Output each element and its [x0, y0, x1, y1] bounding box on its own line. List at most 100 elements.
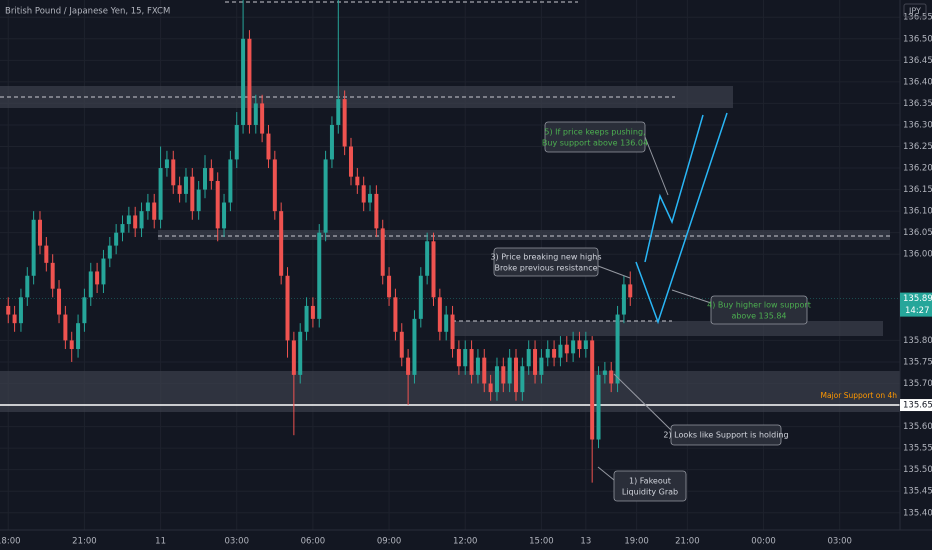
- annotation: 1) Fakeout Liquidity Grab: [613, 470, 687, 502]
- candle-body: [317, 232, 322, 319]
- y-tick-label: 135.700: [903, 379, 932, 389]
- candle-body: [57, 288, 62, 315]
- candle-body: [69, 340, 74, 350]
- candle-body: [488, 383, 493, 393]
- candle-body: [552, 349, 557, 358]
- candle-body: [475, 357, 480, 375]
- x-tick-label: 12:00: [453, 537, 478, 547]
- candle-body: [355, 176, 360, 186]
- candle-body: [50, 262, 55, 289]
- candle-body: [463, 349, 468, 367]
- y-tick-label: 135.500: [903, 465, 932, 475]
- candle-body: [37, 219, 42, 246]
- price-axis: [900, 0, 932, 550]
- candle-body: [539, 357, 544, 375]
- y-tick-label: 136.050: [903, 228, 932, 238]
- candle-body: [336, 99, 341, 125]
- candle-body: [412, 318, 417, 375]
- candle-body: [501, 366, 506, 384]
- candle-body: [615, 314, 620, 384]
- candle-body: [298, 331, 303, 375]
- candle-body: [190, 176, 195, 212]
- y-tick-label: 136.100: [903, 207, 932, 217]
- candle-body: [399, 331, 404, 358]
- connector: [613, 373, 672, 431]
- candle-body: [628, 284, 633, 298]
- candle-body: [203, 168, 208, 190]
- candle-body: [450, 314, 455, 350]
- candle-body: [171, 159, 176, 186]
- candle-body: [583, 340, 588, 350]
- candle-body: [101, 258, 106, 285]
- resistance-zone: [158, 230, 890, 240]
- candle-body: [520, 366, 525, 393]
- y-tick-label: 136.150: [903, 185, 932, 195]
- connector: [644, 136, 669, 196]
- chart-title: British Pound / Japanese Yen, 15, FXCM: [5, 7, 170, 17]
- x-tick-label: 06:00: [301, 537, 326, 547]
- candle-body: [107, 245, 112, 259]
- candle-body: [590, 340, 595, 440]
- currency: JPY: [908, 7, 921, 16]
- candle-body: [88, 271, 93, 298]
- y-tick-label: 135.750: [903, 357, 932, 367]
- projection-path: [644, 114, 704, 263]
- y-tick-label: 135.450: [903, 487, 932, 497]
- y-tick-label: 135.800: [903, 336, 932, 346]
- candle-body: [285, 275, 290, 341]
- x-tick-label: 21:00: [72, 537, 97, 547]
- candle-body: [152, 202, 157, 220]
- candle-body: [222, 202, 227, 229]
- x-tick-label: 09:00: [377, 537, 402, 547]
- candle-body: [25, 275, 30, 298]
- connector: [671, 289, 712, 304]
- price-tag: [900, 292, 932, 317]
- price-tag-label: 135.897: [903, 294, 932, 304]
- candle-body: [196, 189, 201, 212]
- price-tag: [900, 399, 932, 412]
- countdown: 14:27: [905, 306, 930, 316]
- candle-body: [266, 133, 271, 160]
- candle-body: [183, 176, 188, 194]
- candle-body: [164, 159, 169, 169]
- annotation-box: [544, 121, 646, 153]
- y-tick-label: 136.350: [903, 99, 932, 109]
- candle-body: [380, 228, 385, 276]
- candle-body: [304, 305, 309, 332]
- annotation-text: 4) Buy higher low support: [707, 301, 811, 310]
- candle-body: [609, 370, 614, 384]
- candle-body: [368, 193, 373, 203]
- annotation-text: 5) If price keeps pushing,: [544, 128, 645, 137]
- y-tick-label: 136.550: [903, 13, 932, 23]
- annotation-box: [670, 424, 782, 446]
- candle-body: [310, 305, 315, 319]
- candle-body: [393, 297, 398, 332]
- candle-body: [31, 219, 36, 276]
- candle-body: [247, 38, 252, 125]
- candle-body: [12, 314, 17, 324]
- candle-body: [545, 349, 550, 358]
- candle-body: [374, 193, 379, 229]
- candle-body: [507, 357, 512, 384]
- y-tick-label: 136.400: [903, 77, 932, 87]
- candle-body: [234, 124, 239, 160]
- annotation-text: Buy support above 136.04: [542, 139, 648, 148]
- candle-body: [387, 275, 392, 298]
- candle-body: [6, 305, 11, 315]
- candle-body: [76, 323, 81, 350]
- candle-body: [418, 275, 423, 319]
- candle-body: [533, 349, 538, 375]
- candle-body: [469, 349, 474, 375]
- y-tick-label: 135.600: [903, 422, 932, 432]
- y-tick-label: 136.000: [903, 250, 932, 260]
- support-zone: [452, 321, 883, 336]
- annotation: 5) If price keeps pushing, Buy support a…: [542, 121, 648, 153]
- candle-body: [260, 103, 265, 134]
- candle-body: [342, 99, 347, 147]
- candle-body: [571, 340, 576, 354]
- candle-body: [177, 185, 182, 194]
- x-tick-label: 03:00: [827, 537, 852, 547]
- projection-path: [635, 112, 728, 325]
- price-tag-label: 135.650: [903, 401, 932, 411]
